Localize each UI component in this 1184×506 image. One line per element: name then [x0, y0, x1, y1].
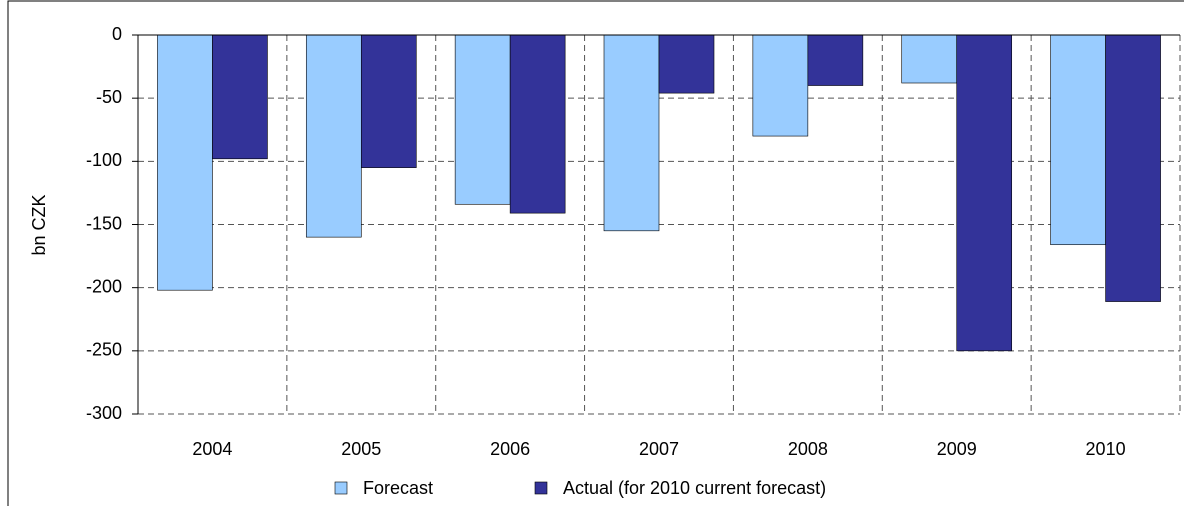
legend-swatch: [534, 481, 548, 495]
y-tick-label: -250: [86, 340, 122, 360]
bar: [1105, 34, 1161, 302]
x-tick-label: 2006: [490, 439, 530, 459]
bar: [509, 34, 566, 214]
bar: [305, 34, 362, 238]
y-tick-label: -50: [96, 87, 122, 107]
legend-swatch: [334, 481, 348, 495]
y-tick-label: 0: [112, 24, 122, 44]
y-tick-label: -300: [86, 403, 122, 423]
bar: [956, 34, 1013, 352]
chart-frame: [7, 0, 1184, 506]
y-tick-label: -150: [86, 213, 122, 233]
bar: [454, 34, 511, 205]
bar: [901, 34, 958, 84]
bar: [807, 34, 864, 86]
legend-label: Actual (for 2010 current forecast): [563, 478, 826, 498]
x-tick-label: 2008: [788, 439, 828, 459]
x-tick-label: 2010: [1086, 439, 1126, 459]
bar: [1050, 34, 1106, 246]
bar: [752, 34, 809, 137]
x-tick-label: 2004: [192, 439, 232, 459]
bar: [603, 34, 660, 232]
x-tick-label: 2007: [639, 439, 679, 459]
bar: [658, 34, 715, 94]
y-tick-label: -200: [86, 276, 122, 296]
x-tick-label: 2009: [937, 439, 977, 459]
bar: [157, 34, 213, 291]
bar: [212, 34, 268, 160]
x-tick-label: 2005: [341, 439, 381, 459]
bar: [360, 34, 417, 168]
y-axis-label: bn CZK: [29, 194, 49, 255]
y-tick-label: -100: [86, 150, 122, 170]
legend-label: Forecast: [363, 478, 433, 498]
